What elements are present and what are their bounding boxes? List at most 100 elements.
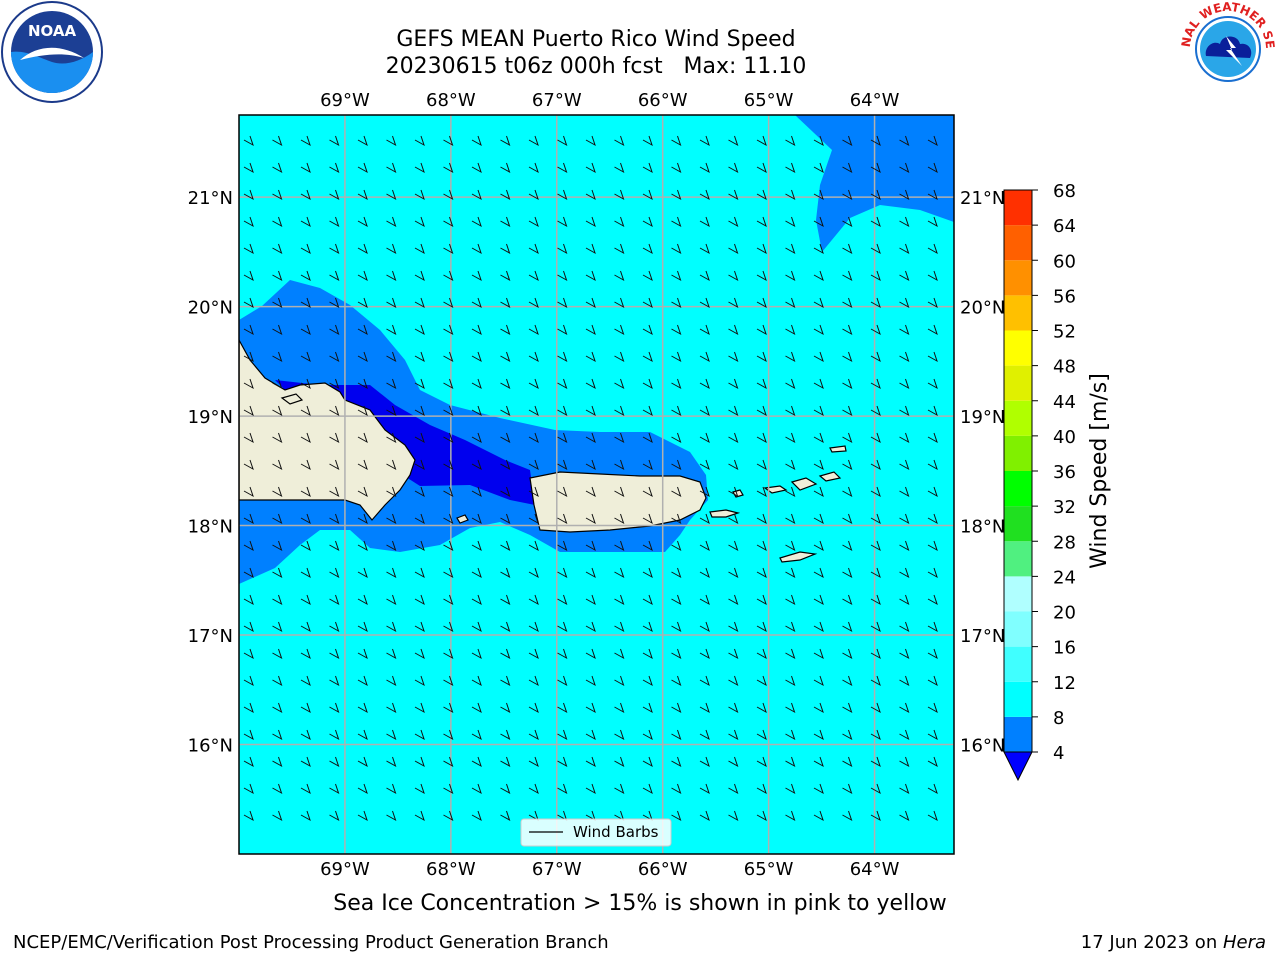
hispaniola-landmass: [239, 339, 416, 521]
wind-barb: [585, 702, 596, 714]
wind-barb: [329, 216, 340, 228]
wind-barb: [471, 459, 482, 471]
wind-barb: [243, 216, 254, 228]
wind-barb: [842, 162, 853, 174]
colorbar-tick-label: 32: [1053, 497, 1076, 518]
wind-barb: [528, 324, 539, 336]
wind-barb: [642, 297, 653, 309]
wind-barb: [870, 621, 881, 633]
wind-barb: [756, 702, 767, 714]
wind-barb: [329, 432, 340, 444]
wind-barb: [300, 432, 311, 444]
wind-barb: [813, 540, 824, 552]
wind-barb: [329, 702, 340, 714]
wind-barb: [699, 513, 710, 525]
wind-barb: [443, 459, 454, 471]
wind-barb: [756, 567, 767, 579]
wind-barb: [642, 486, 653, 498]
colorbar-segment: [1004, 611, 1032, 647]
wind-barb: [756, 405, 767, 417]
wind-barb: [585, 675, 596, 687]
wind-barb: [471, 621, 482, 633]
wind-barb: [927, 189, 938, 201]
wind-barb: [813, 702, 824, 714]
wind-barb: [500, 810, 511, 822]
wind-barb: [842, 270, 853, 282]
wind-barb: [671, 702, 682, 714]
wind-barb: [842, 189, 853, 201]
wind-barb: [728, 405, 739, 417]
wind-barb: [728, 729, 739, 741]
wind-barb: [756, 621, 767, 633]
wind-barb: [471, 648, 482, 660]
wind-barb: [756, 648, 767, 660]
wind-barb: [813, 648, 824, 660]
colorbar-tick-label: 8: [1053, 708, 1064, 729]
wind-barb: [300, 702, 311, 714]
nws-logo: NATIONAL WEATHER SERVICE: [1176, 0, 1277, 95]
wind-barb: [756, 216, 767, 228]
wind-barb: [500, 783, 511, 795]
wind-barb: [756, 459, 767, 471]
wind-barb: [927, 729, 938, 741]
wind-barb: [785, 216, 796, 228]
wind-barb: [243, 513, 254, 525]
wind-barb: [699, 459, 710, 471]
lat-label-21n-right: 21°N: [960, 188, 1005, 209]
wind-barb: [386, 648, 397, 660]
wind-barb: [813, 567, 824, 579]
wind-barb: [528, 513, 539, 525]
wind-barb: [927, 324, 938, 336]
wind-barb: [870, 432, 881, 444]
wind-barb: [414, 270, 425, 282]
wind-barb: [585, 162, 596, 174]
wind-barb: [500, 243, 511, 255]
wind-barb: [728, 567, 739, 579]
wind-barb: [272, 351, 283, 363]
wind-barb: [414, 297, 425, 309]
wind-barb: [528, 243, 539, 255]
wind-barb: [642, 783, 653, 795]
wind-barb: [300, 135, 311, 147]
wind-barb: [614, 162, 625, 174]
colorbar-segment: [1004, 190, 1032, 226]
wind-barb: [500, 486, 511, 498]
wind-barb: [329, 405, 340, 417]
wind-barb: [756, 729, 767, 741]
wind-barb: [614, 675, 625, 687]
wind-barb: [528, 351, 539, 363]
legend-box: Wind Barbs: [520, 818, 672, 847]
wind-barb: [557, 675, 568, 687]
wind-barb: [414, 324, 425, 336]
wind-barb: [927, 810, 938, 822]
wind-barb: [471, 486, 482, 498]
wind-barb: [443, 162, 454, 174]
colorbar-tick-label: 20: [1053, 603, 1076, 624]
wind-barb: [329, 648, 340, 660]
wind-barb: [443, 756, 454, 768]
wind-barb: [386, 243, 397, 255]
footer-date-text: 17 Jun 2023 on: [1080, 932, 1223, 953]
st-croix-island: [779, 551, 818, 563]
wind-barb: [471, 189, 482, 201]
wind-barb: [756, 162, 767, 174]
wind-barb: [414, 459, 425, 471]
wind-barb: [671, 135, 682, 147]
wind-barb: [870, 729, 881, 741]
wind-barb: [642, 324, 653, 336]
wind-barb: [243, 189, 254, 201]
wind-barb: [329, 459, 340, 471]
wind-barb: [699, 675, 710, 687]
wind-barb: [357, 405, 368, 417]
wind-barb: [699, 432, 710, 444]
wind-barb: [785, 810, 796, 822]
wind-barb: [300, 297, 311, 309]
wind-barb: [357, 162, 368, 174]
wind-barb: [642, 702, 653, 714]
wind-barb: [870, 162, 881, 174]
wind-barb: [785, 486, 796, 498]
wind-barb: [300, 459, 311, 471]
wind-barb: [699, 135, 710, 147]
wind-barb: [557, 216, 568, 228]
wind-barb: [756, 189, 767, 201]
